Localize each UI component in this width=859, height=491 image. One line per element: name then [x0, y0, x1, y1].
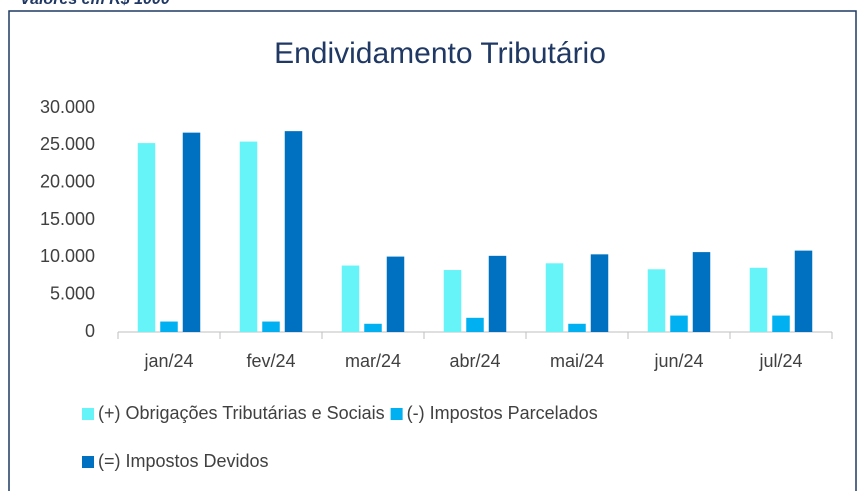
x-tick-label: abr/24	[449, 351, 500, 371]
y-tick-label: 10.000	[40, 246, 95, 266]
bar	[466, 317, 484, 332]
bar	[545, 263, 564, 332]
y-tick-label: 0	[85, 321, 95, 341]
bar	[568, 323, 586, 332]
legend-swatch	[82, 456, 94, 468]
x-tick-label: jan/24	[143, 351, 193, 371]
x-tick-label: mar/24	[345, 351, 401, 371]
bar	[794, 250, 813, 332]
bar	[364, 323, 382, 332]
y-tick-label: 20.000	[40, 171, 95, 191]
y-tick-label: 30.000	[40, 97, 95, 117]
bar	[488, 255, 507, 332]
y-tick-label: 15.000	[40, 209, 95, 229]
bar	[262, 321, 280, 332]
x-tick-label: mai/24	[550, 351, 604, 371]
legend-label: (+) Obrigações Tributárias e Sociais	[98, 403, 385, 423]
x-tick-label: jul/24	[758, 351, 802, 371]
bar	[341, 265, 360, 332]
bar	[443, 270, 462, 332]
bar	[692, 252, 711, 332]
chart-title: Endividamento Tributário	[274, 37, 606, 70]
bar	[239, 141, 258, 332]
bar	[182, 132, 201, 332]
bar	[590, 254, 609, 332]
bar	[284, 131, 303, 332]
bar	[670, 315, 688, 332]
bar	[160, 321, 178, 332]
bar	[386, 256, 405, 332]
x-tick-label: jun/24	[653, 351, 703, 371]
units-note: Valores em R$ 1000	[20, 0, 170, 8]
legend-label: (=) Impostos Devidos	[98, 451, 269, 471]
bar	[749, 267, 768, 332]
legend-swatch	[390, 408, 403, 420]
bar	[647, 269, 666, 332]
x-tick-label: fev/24	[246, 351, 295, 371]
legend-swatch	[82, 408, 94, 420]
legend-label: (-) Impostos Parcelados	[407, 403, 598, 423]
bar	[137, 143, 156, 332]
y-tick-label: 5.000	[50, 283, 95, 303]
y-tick-label: 25.000	[40, 134, 95, 154]
bar	[772, 315, 790, 332]
